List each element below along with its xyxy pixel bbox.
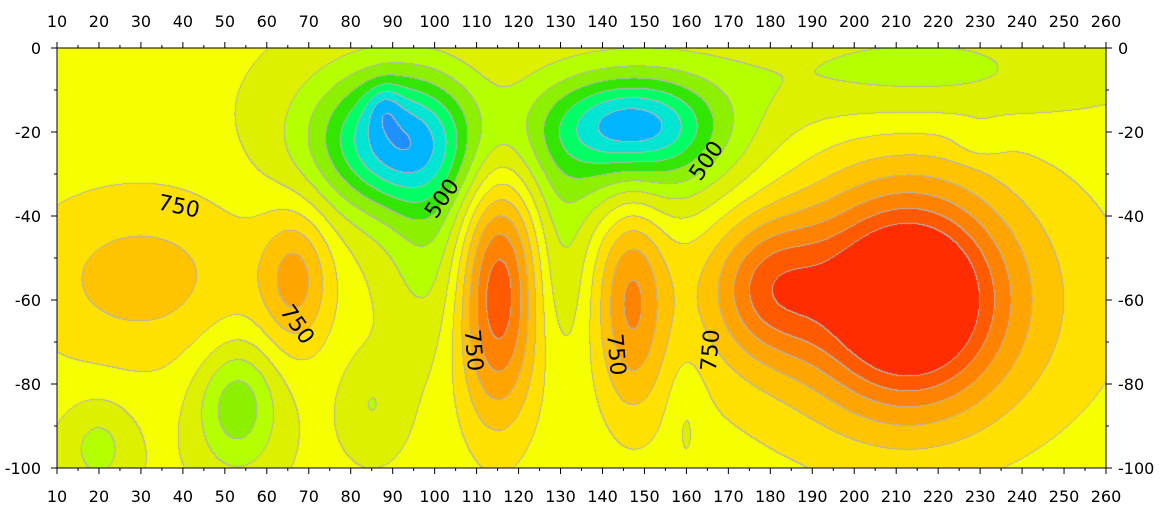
x-tick-label-bottom: 10 [47,487,67,506]
contour-label: 750 [459,328,488,372]
x-tick-label-bottom: 250 [1049,487,1080,506]
x-tick-label-bottom: 100 [419,487,450,506]
x-tick-label-bottom: 220 [923,487,954,506]
x-tick-label-bottom: 90 [383,487,403,506]
x-tick-label-top: 80 [341,12,361,31]
x-tick-label-top: 30 [131,12,151,31]
x-tick-label-bottom: 120 [503,487,534,506]
x-tick-label-top: 240 [1007,12,1038,31]
y-tick-label-left: 0 [31,39,41,58]
x-tick-label-top: 40 [173,12,193,31]
y-tick-label-left: -40 [15,207,41,226]
x-tick-label-bottom: 160 [671,487,702,506]
y-tick-label-left: -80 [15,375,41,394]
y-axis-left: 0 -20 -40 -60 -80 -100 [5,39,57,478]
x-tick-label-top: 10 [47,12,67,31]
y-tick-label-right: -80 [1118,375,1144,394]
y-tick-label-left: -100 [5,459,41,478]
x-tick-label-bottom: 260 [1091,487,1122,506]
x-tick-label-bottom: 30 [131,487,151,506]
x-tick-label-top: 20 [89,12,109,31]
y-tick-label-right: -20 [1118,123,1144,142]
x-tick-label-top: 70 [299,12,319,31]
x-tick-label-top: 110 [461,12,492,31]
x-tick-label-bottom: 50 [215,487,235,506]
y-tick-label-right: -100 [1118,459,1154,478]
contour-fill [57,48,1106,468]
x-tick-label-bottom: 130 [545,487,576,506]
x-tick-label-bottom: 200 [839,487,870,506]
contour-label: 750 [697,328,726,372]
x-tick-label-bottom: 240 [1007,487,1038,506]
x-tick-label-top: 60 [257,12,277,31]
y-tick-label-left: -20 [15,123,41,142]
x-tick-label-top: 200 [839,12,870,31]
x-axis-bottom: 10 20 30 40 50 60 70 80 90 100 110 120 130 140 150 160 1… [47,468,1121,506]
x-tick-label-bottom: 170 [713,487,744,506]
y-tick-label-right: 0 [1118,39,1128,58]
x-tick-label-bottom: 110 [461,487,492,506]
x-tick-label-top: 210 [881,12,912,31]
x-tick-label-bottom: 60 [257,487,277,506]
x-tick-label-bottom: 230 [965,487,996,506]
x-tick-label-top: 250 [1049,12,1080,31]
x-tick-label-top: 220 [923,12,954,31]
x-tick-label-top: 160 [671,12,702,31]
x-tick-label-top: 100 [419,12,450,31]
x-tick-label-top: 140 [587,12,618,31]
x-tick-label-bottom: 210 [881,487,912,506]
x-tick-label-bottom: 70 [299,487,319,506]
x-tick-label-bottom: 140 [587,487,618,506]
x-tick-label-top: 230 [965,12,996,31]
x-tick-label-top: 190 [797,12,828,31]
x-axis-top: 10 20 30 40 50 60 70 80 90 100 110 120 130 140 150 160 1… [47,12,1121,48]
x-tick-label-top: 170 [713,12,744,31]
x-tick-label-top: 50 [215,12,235,31]
plot-area [57,48,1106,468]
y-axis-right: 0 -20 -40 -60 -80 -100 [1106,39,1154,478]
x-tick-label-top: 130 [545,12,576,31]
x-tick-label-bottom: 40 [173,487,193,506]
x-tick-label-bottom: 20 [89,487,109,506]
x-tick-label-top: 120 [503,12,534,31]
x-tick-label-top: 150 [629,12,660,31]
x-tick-label-top: 90 [383,12,403,31]
x-tick-label-bottom: 80 [341,487,361,506]
x-tick-label-bottom: 190 [797,487,828,506]
x-tick-label-top: 260 [1091,12,1122,31]
y-tick-label-left: -60 [15,291,41,310]
contour-label: 750 [601,333,630,377]
x-tick-label-top: 180 [755,12,786,31]
x-tick-label-bottom: 150 [629,487,660,506]
y-tick-label-right: -60 [1118,291,1144,310]
y-tick-label-right: -40 [1118,207,1144,226]
x-tick-label-bottom: 180 [755,487,786,506]
